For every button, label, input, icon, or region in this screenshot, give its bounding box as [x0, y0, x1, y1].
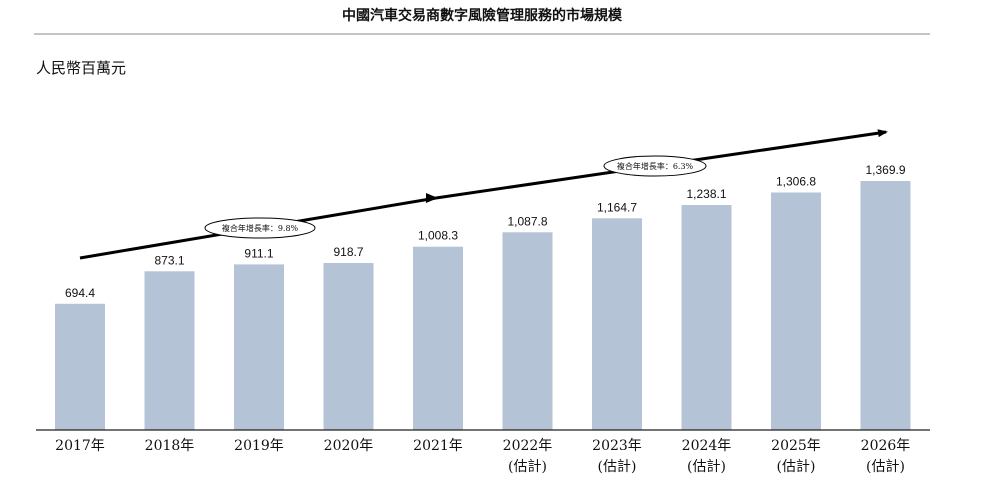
- bar-6: [592, 218, 642, 430]
- bar-0: [55, 303, 105, 430]
- category-note-6: (估計): [598, 459, 637, 475]
- bars-layer: [55, 181, 911, 430]
- bar-5: [502, 232, 553, 430]
- category-label-8: 2025年: [771, 438, 821, 454]
- value-label-3: 918.7: [333, 245, 363, 259]
- bar-7: [681, 205, 732, 430]
- value-label-2: 911.1: [244, 246, 273, 260]
- bar-4: [413, 246, 463, 430]
- value-label-1: 873.1: [154, 253, 184, 267]
- value-label-0: 694.4: [65, 286, 95, 300]
- value-label-9: 1,369.9: [865, 163, 905, 177]
- category-label-0: 2017年: [55, 438, 105, 454]
- trend-arrow-midpoint: [426, 193, 438, 203]
- category-label-6: 2023年: [592, 438, 642, 454]
- category-note-9: (估計): [866, 459, 905, 475]
- bar-1: [144, 271, 195, 430]
- bar-9: [860, 181, 911, 430]
- chart-title: 中國汽車交易商數字風險管理服務的市場規模: [342, 7, 623, 24]
- category-label-4: 2021年: [413, 438, 463, 454]
- labels-layer: 694.4 2017年 873.1 2018年 911.1 2019年 918.7 2020年…: [55, 163, 910, 475]
- bar-2: [234, 264, 284, 430]
- cagr-label-2017-2021: 複合年增長率：9.8%: [222, 223, 299, 233]
- category-label-7: 2024年: [682, 438, 732, 454]
- bar-3: [323, 263, 374, 430]
- category-label-1: 2018年: [145, 438, 195, 454]
- category-label-9: 2026年: [861, 438, 911, 454]
- value-label-8: 1,306.8: [776, 175, 816, 189]
- cagr-badge-2017-2021: [204, 217, 316, 239]
- category-note-7: (估計): [687, 459, 726, 475]
- value-label-5: 1,087.8: [507, 214, 547, 228]
- y-axis-unit-label: 人民幣百萬元: [36, 59, 126, 77]
- cagr-trend-layer: 複合年增長率：9.8% 複合年增長率：6.3%: [79, 129, 888, 260]
- category-label-3: 2020年: [324, 438, 374, 454]
- category-label-2: 2019年: [234, 438, 284, 454]
- category-note-5: (估計): [508, 459, 547, 475]
- value-label-6: 1,164.7: [597, 200, 637, 214]
- value-label-4: 1,008.3: [418, 229, 458, 243]
- cagr-label-2021-2026: 複合年增長率：6.3%: [617, 161, 694, 171]
- category-note-8: (估計): [777, 459, 816, 475]
- category-label-5: 2022年: [503, 438, 553, 454]
- value-label-7: 1,238.1: [686, 187, 726, 201]
- bar-8: [771, 192, 821, 430]
- cagr-badge-2021-2026: [603, 155, 707, 177]
